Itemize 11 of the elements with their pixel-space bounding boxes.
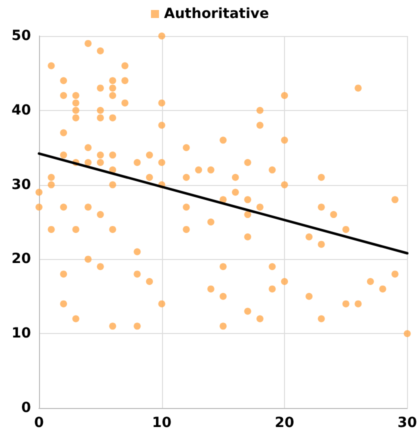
- x-tick-label: 20: [274, 415, 295, 431]
- y-tick-label: 50: [12, 28, 32, 44]
- y-tick-label: 0: [21, 400, 32, 416]
- legend-label: Authoritative: [164, 6, 270, 22]
- x-tick-label: 10: [152, 415, 172, 431]
- y-tick-label: 40: [12, 102, 32, 118]
- y-tick-label: 30: [12, 176, 32, 193]
- y-tick-label: 20: [12, 251, 32, 268]
- x-tick-label: 30: [398, 415, 418, 431]
- y-tick-label: 10: [12, 326, 32, 342]
- x-tick-label: 0: [34, 415, 44, 431]
